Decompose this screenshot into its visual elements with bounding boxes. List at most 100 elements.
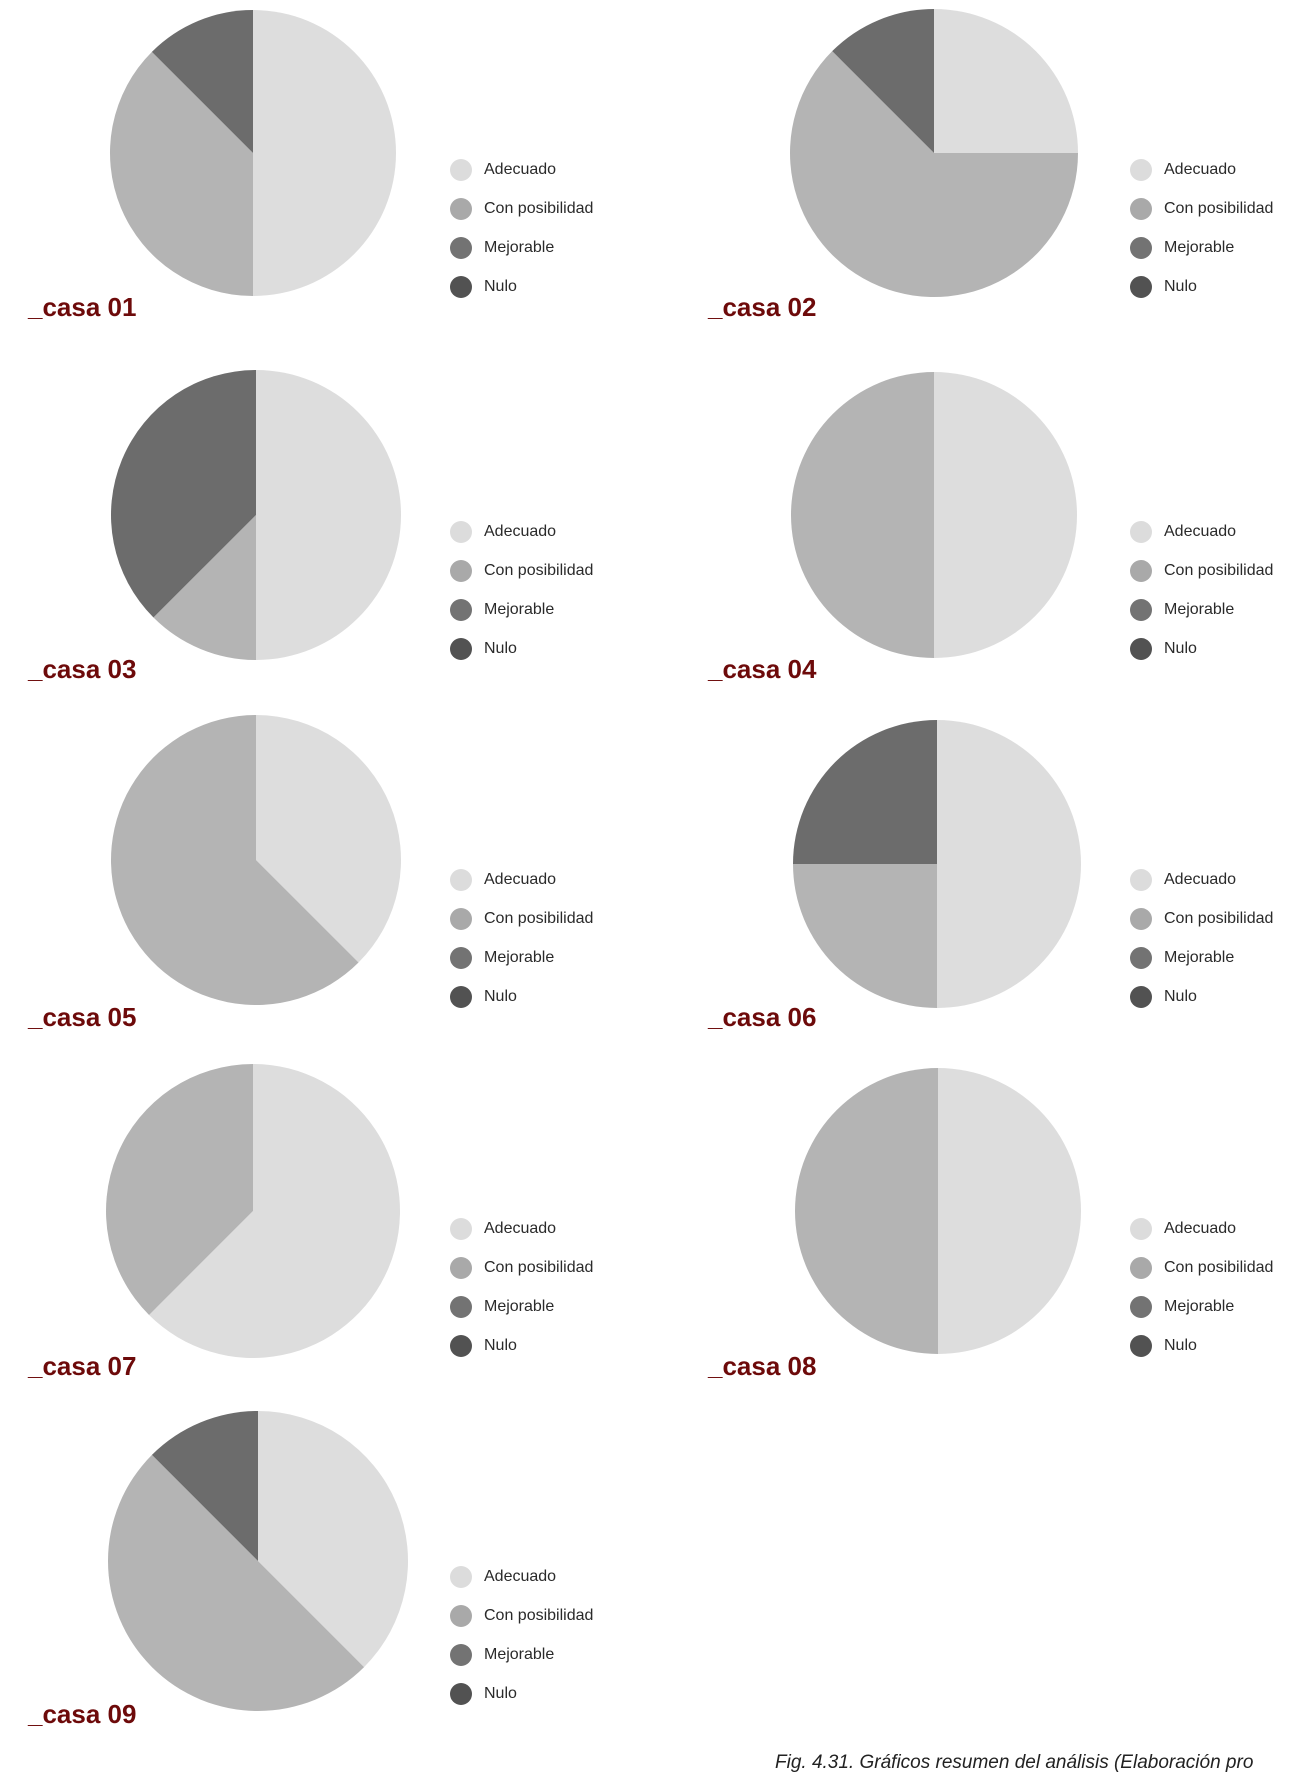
legend-label: Adecuado [1164, 1219, 1237, 1237]
chart-title: _casa 04 [708, 654, 817, 684]
legend-swatch [1130, 158, 1152, 181]
legend-swatch [1130, 1334, 1152, 1357]
chart-legend: Adecuado Con posibilidad Mejorable Nulo [1130, 512, 1273, 668]
legend-label: Mejorable [1164, 948, 1235, 966]
legend-swatch [1130, 985, 1152, 1008]
legend-swatch [1130, 1217, 1152, 1240]
chart-panel: Adecuado Con posibilidad Mejorable Nulo _cas… [0, 0, 640, 340]
pie-slice-con-posibilidad [791, 372, 934, 658]
pie-slice-adecuado [256, 370, 401, 660]
legend-label: Con posibilidad [484, 561, 594, 579]
pie-slice-adecuado [258, 1411, 409, 1668]
legend-item: Mejorable [1130, 938, 1273, 977]
legend-swatch [450, 559, 472, 582]
legend-item: Con posibilidad [450, 1248, 593, 1287]
figure-caption: Fig. 4.31. Gráficos resumen del análisis… [775, 1752, 1254, 1773]
chart-legend: Adecuado Con posibilidad Mejorable Nulo [1130, 150, 1273, 306]
legend-item: Adecuado [450, 150, 593, 189]
legend-swatch [450, 236, 472, 259]
pie-slice-mejorable [111, 370, 256, 618]
pie-slice-con-posibilidad [793, 864, 937, 1008]
legend-label: Con posibilidad [1164, 1258, 1274, 1276]
legend-label: Nulo [484, 1684, 517, 1702]
legend-label: Mejorable [1164, 600, 1235, 618]
chart-panel: Adecuado Con posibilidad Mejorable Nulo _cas… [0, 710, 640, 1050]
legend-swatch [450, 868, 472, 891]
legend-swatch [450, 598, 472, 621]
pie-slice-mejorable [793, 720, 937, 864]
legend-label: Mejorable [1164, 1297, 1235, 1315]
legend-label: Adecuado [484, 160, 557, 178]
chart-panel: Adecuado Con posibilidad Mejorable Nulo _cas… [680, 710, 1312, 1050]
legend-swatch [450, 637, 472, 660]
pie-slice-mejorable [151, 10, 253, 153]
pie-chart [106, 1064, 401, 1358]
chart-panel: Adecuado Con posibilidad Mejorable Nulo _cas… [680, 362, 1312, 702]
legend-item: Con posibilidad [1130, 1248, 1273, 1287]
legend-swatch [450, 1256, 472, 1279]
legend-label: Nulo [484, 987, 517, 1005]
pie-slice-adecuado [149, 1064, 401, 1358]
chart-title: _casa 03 [28, 654, 137, 684]
chart-panel: Adecuado Con posibilidad Mejorable Nulo _cas… [680, 1059, 1312, 1399]
chart-title: _casa 02 [708, 292, 817, 322]
legend-item: Nulo [450, 977, 593, 1016]
legend-swatch [1130, 275, 1152, 298]
pie-slice-adecuado [938, 1068, 1081, 1354]
legend-swatch [450, 1334, 472, 1357]
legend-item: Con posibilidad [450, 1596, 593, 1635]
pie-slice-adecuado [934, 9, 1078, 153]
legend-item: Adecuado [450, 512, 593, 551]
legend-item: Con posibilidad [1130, 189, 1273, 228]
legend-label: Nulo [484, 277, 517, 295]
legend-item: Nulo [450, 1326, 593, 1365]
pie-chart [795, 1068, 1081, 1354]
legend-label: Adecuado [484, 870, 557, 888]
legend-item: Mejorable [1130, 590, 1273, 629]
legend-label: Con posibilidad [1164, 909, 1274, 927]
legend-swatch [1130, 598, 1152, 621]
legend-swatch [1130, 946, 1152, 969]
legend-label: Nulo [1164, 1336, 1197, 1354]
pie-chart [109, 10, 396, 296]
legend-item: Nulo [450, 629, 593, 668]
pie-slice-mejorable [151, 1411, 258, 1561]
legend-item: Adecuado [1130, 1209, 1273, 1248]
legend-swatch [1130, 1256, 1152, 1279]
legend-item: Nulo [450, 1674, 593, 1713]
legend-item: Mejorable [450, 1635, 593, 1674]
chart-panel: Adecuado Con posibilidad Mejorable Nulo _cas… [0, 1059, 640, 1399]
legend-swatch [1130, 868, 1152, 891]
legend-label: Mejorable [484, 238, 555, 256]
legend-item: Nulo [1130, 977, 1273, 1016]
chart-panel: Adecuado Con posibilidad Mejorable Nulo _cas… [680, 0, 1312, 340]
chart-legend: Adecuado Con posibilidad Mejorable Nulo [450, 1209, 593, 1365]
legend-label: Mejorable [484, 948, 555, 966]
chart-title: _casa 08 [708, 1351, 817, 1381]
legend-label: Nulo [484, 639, 517, 657]
legend-swatch [1130, 637, 1152, 660]
legend-item: Mejorable [450, 938, 593, 977]
legend-swatch [450, 1682, 472, 1705]
legend-label: Adecuado [1164, 870, 1237, 888]
legend-item: Adecuado [1130, 512, 1273, 551]
chart-legend: Adecuado Con posibilidad Mejorable Nulo [450, 512, 593, 668]
legend-item: Mejorable [1130, 1287, 1273, 1326]
legend-label: Mejorable [484, 600, 555, 618]
legend-swatch [1130, 559, 1152, 582]
pie-chart [111, 370, 401, 660]
legend-swatch [450, 520, 472, 543]
legend-swatch [450, 985, 472, 1008]
legend-label: Adecuado [1164, 522, 1237, 540]
chart-legend: Adecuado Con posibilidad Mejorable Nulo [450, 150, 593, 306]
legend-swatch [1130, 520, 1152, 543]
pie-chart [793, 720, 1081, 1008]
legend-swatch [450, 1604, 472, 1627]
legend-label: Nulo [1164, 987, 1197, 1005]
legend-label: Mejorable [484, 1645, 555, 1663]
legend-swatch [450, 1643, 472, 1666]
legend-swatch [450, 1217, 472, 1240]
legend-label: Con posibilidad [484, 199, 594, 217]
pie-chart [107, 1411, 409, 1712]
legend-item: Mejorable [1130, 228, 1273, 267]
